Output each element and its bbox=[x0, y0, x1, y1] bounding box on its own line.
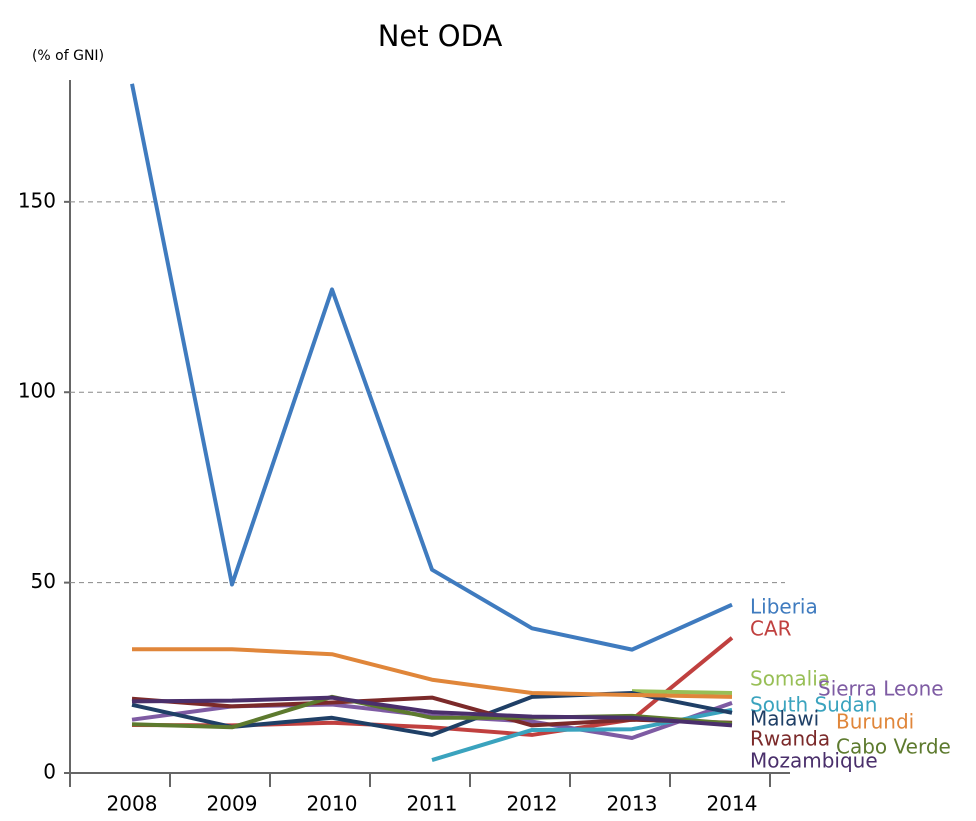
y-tick-label: 0 bbox=[43, 760, 56, 784]
series-label: Burundi bbox=[836, 710, 914, 734]
series-label: Rwanda bbox=[750, 727, 830, 751]
series-line bbox=[130, 83, 733, 652]
x-tick-label: 2011 bbox=[407, 792, 458, 816]
chart-title: Net ODA bbox=[378, 19, 503, 53]
series-label: South Sudan bbox=[750, 693, 877, 717]
y-tick-label: 50 bbox=[31, 569, 56, 593]
y-tick-label: 100 bbox=[18, 379, 56, 403]
series-label: Sierra Leone bbox=[818, 677, 944, 701]
y-tick-label: 150 bbox=[18, 188, 56, 212]
series-label: Cabo Verde bbox=[836, 735, 951, 759]
series-label: CAR bbox=[750, 617, 792, 641]
series-line bbox=[131, 695, 733, 728]
y-axis-label: (% of GNI) bbox=[32, 48, 104, 64]
series-line bbox=[631, 689, 733, 696]
series-label: Somalia bbox=[750, 667, 830, 691]
x-tick-label: 2014 bbox=[707, 792, 758, 816]
series-label: Malawi bbox=[750, 707, 819, 731]
x-tick-label: 2009 bbox=[207, 792, 258, 816]
x-tick-label: 2010 bbox=[307, 792, 358, 816]
x-tick-label: 2013 bbox=[607, 792, 658, 816]
x-tick-label: 2008 bbox=[107, 792, 158, 816]
series-label: Mozambique bbox=[750, 749, 878, 773]
series-label: Liberia bbox=[750, 595, 818, 619]
series-line bbox=[132, 647, 733, 699]
x-tick-label: 2012 bbox=[507, 792, 558, 816]
